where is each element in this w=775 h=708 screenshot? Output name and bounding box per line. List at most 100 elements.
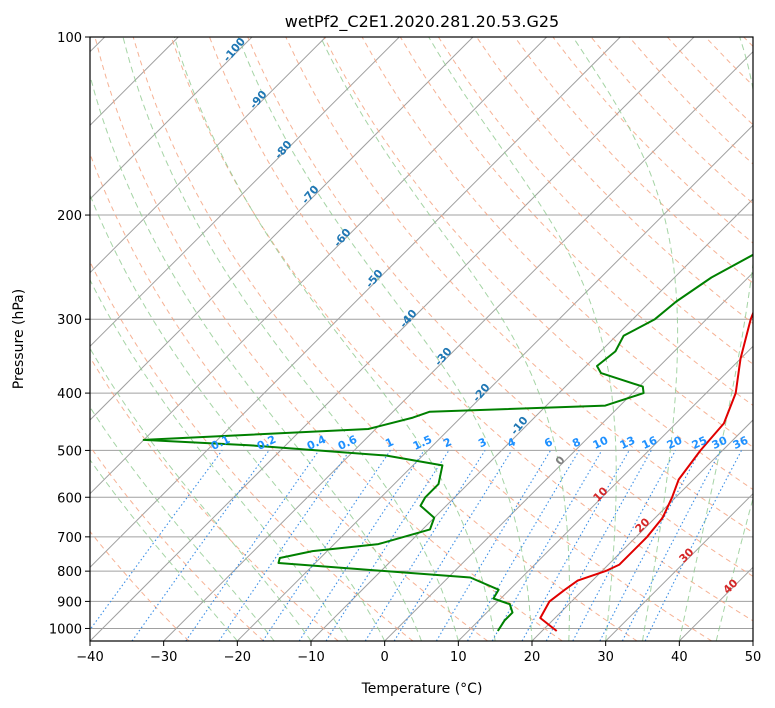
isotherm-line xyxy=(605,492,753,641)
isotherm-line xyxy=(90,37,548,495)
dry-adiabat-line xyxy=(514,37,753,284)
y-tick-label: 200 xyxy=(57,209,82,224)
dry-adiabat-line xyxy=(437,37,753,365)
mixing-ratio-line xyxy=(298,450,425,641)
chart-title: wetPf2_C2E1.2020.281.20.53.G25 xyxy=(285,12,559,32)
y-tick-label: 600 xyxy=(57,491,82,506)
moist-adiabat-label: -100 xyxy=(220,35,248,65)
isotherm-line xyxy=(90,37,474,421)
mixing-ratio-line xyxy=(621,450,722,641)
mixing-ratio-line xyxy=(521,450,630,641)
x-tick-label: −20 xyxy=(224,650,251,665)
mixing-ratio-label: 20 xyxy=(665,434,685,452)
dry-adiabat-line xyxy=(90,530,190,641)
moist-adiabat-label: -70 xyxy=(299,183,322,207)
isotherm-line xyxy=(163,50,753,641)
y-axis-label: Pressure (hPa) xyxy=(11,289,27,389)
mixing-ratio-line xyxy=(393,450,513,641)
y-tick-label: 1000 xyxy=(49,622,82,637)
moist-adiabat-line xyxy=(90,73,422,641)
mixing-ratio-label: 2 xyxy=(441,435,453,450)
moist-adiabat-label: -10 xyxy=(508,414,531,438)
isotherm-line xyxy=(457,345,753,641)
mixing-ratio-line xyxy=(572,450,676,641)
isotherm-line xyxy=(90,37,400,348)
moist-adiabat-line xyxy=(173,37,496,641)
dry-adiabat-line xyxy=(170,37,712,641)
mixing-ratio-line xyxy=(435,450,552,641)
dry-adiabat-line xyxy=(399,37,753,407)
dry-adiabat-label: 40 xyxy=(721,576,741,596)
dry-adiabat-line xyxy=(90,260,414,641)
moist-adiabat-line xyxy=(90,347,312,641)
mixing-ratio-line xyxy=(185,450,320,641)
isotherm-line xyxy=(90,37,327,274)
mixing-ratio-label: 30 xyxy=(710,434,730,452)
moist-adiabat-label: -50 xyxy=(363,267,386,291)
mixing-ratio-label: 25 xyxy=(690,434,709,452)
dry-adiabat-line xyxy=(94,37,563,641)
dry-adiabat-line xyxy=(705,37,753,87)
mixing-ratio-line xyxy=(644,450,742,641)
mixing-ratio-label: 3 xyxy=(476,435,488,450)
isotherm-line xyxy=(752,640,753,641)
moist-adiabat-line xyxy=(572,37,679,641)
isotherm-line xyxy=(310,198,753,641)
x-tick-label: −30 xyxy=(150,650,177,665)
mixing-ratio-line xyxy=(364,450,486,641)
moist-adiabat-line xyxy=(678,37,753,641)
isotherm-line xyxy=(384,271,753,641)
moist-adiabat-label: -80 xyxy=(272,138,295,162)
mixing-ratio-label: 36 xyxy=(731,434,751,452)
axes: −40 −30 −20 −10 0 10 20 30 40 50 100 200 300 400 500 60… xyxy=(49,31,761,665)
mixing-ratio-label: 16 xyxy=(640,434,660,452)
dry-adiabat-line xyxy=(552,37,753,244)
isotherm-line xyxy=(90,37,621,569)
isotherm-line xyxy=(531,419,753,641)
x-tick-label: 10 xyxy=(450,650,467,665)
moist-adiabat-label: -30 xyxy=(432,345,455,369)
dry-adiabat-line xyxy=(247,37,753,577)
y-tick-label: 300 xyxy=(57,313,82,328)
moist-adiabat-line xyxy=(90,193,386,641)
moist-adiabat-line xyxy=(90,458,238,641)
x-tick-label: 20 xyxy=(524,650,541,665)
moist-adiabat-line xyxy=(90,406,275,641)
mixing-ratio-label: 10 xyxy=(591,434,611,452)
mixing-ratio-label: 8 xyxy=(570,435,582,450)
dry-adiabat-line xyxy=(90,152,488,641)
isotherm-line xyxy=(678,566,753,641)
moist-adiabat-label: -40 xyxy=(397,307,420,331)
y-tick-label: 500 xyxy=(57,444,82,459)
mixing-ratio-line xyxy=(131,450,270,641)
moist-adiabat-label: -20 xyxy=(470,381,493,405)
x-tick-label: 40 xyxy=(671,650,688,665)
x-tick-label: 0 xyxy=(381,650,389,665)
dry-adiabat-line xyxy=(90,445,264,641)
x-tick-label: −10 xyxy=(297,650,324,665)
mixing-ratio-line xyxy=(467,450,580,641)
dry-adiabat-line xyxy=(90,356,339,641)
isotherm-line xyxy=(90,37,695,641)
x-tick-label: 50 xyxy=(745,650,762,665)
moist-adiabat-line xyxy=(428,37,617,641)
mixing-ratio-line xyxy=(325,450,450,641)
y-tick-label: 400 xyxy=(57,387,82,402)
y-tick-label: 700 xyxy=(57,531,82,546)
plot-frame xyxy=(89,36,754,642)
moist-adiabat-line xyxy=(320,37,571,641)
mixing-ratio-label: 4 xyxy=(505,435,518,450)
x-tick-label: −40 xyxy=(76,650,103,665)
mixing-ratio-label: 0.4 xyxy=(305,433,328,453)
mixing-ratio-line xyxy=(262,450,391,641)
y-tick-label: 100 xyxy=(57,31,82,46)
isotherm-line xyxy=(236,124,753,641)
x-axis-label: Temperature (°C) xyxy=(361,681,483,697)
plot-area: 0.1 0.2 0.4 0.6 1 1.5 2 3 4 6 8 10 13 16 20 25 30 36-100-… xyxy=(90,35,753,641)
dry-adiabat-label: 10 xyxy=(591,484,611,504)
dry-adiabat-label: 30 xyxy=(677,545,697,565)
dewpoint-profile xyxy=(142,253,753,632)
y-tick-label: 900 xyxy=(57,595,82,610)
moist-adiabat-line xyxy=(122,37,459,641)
